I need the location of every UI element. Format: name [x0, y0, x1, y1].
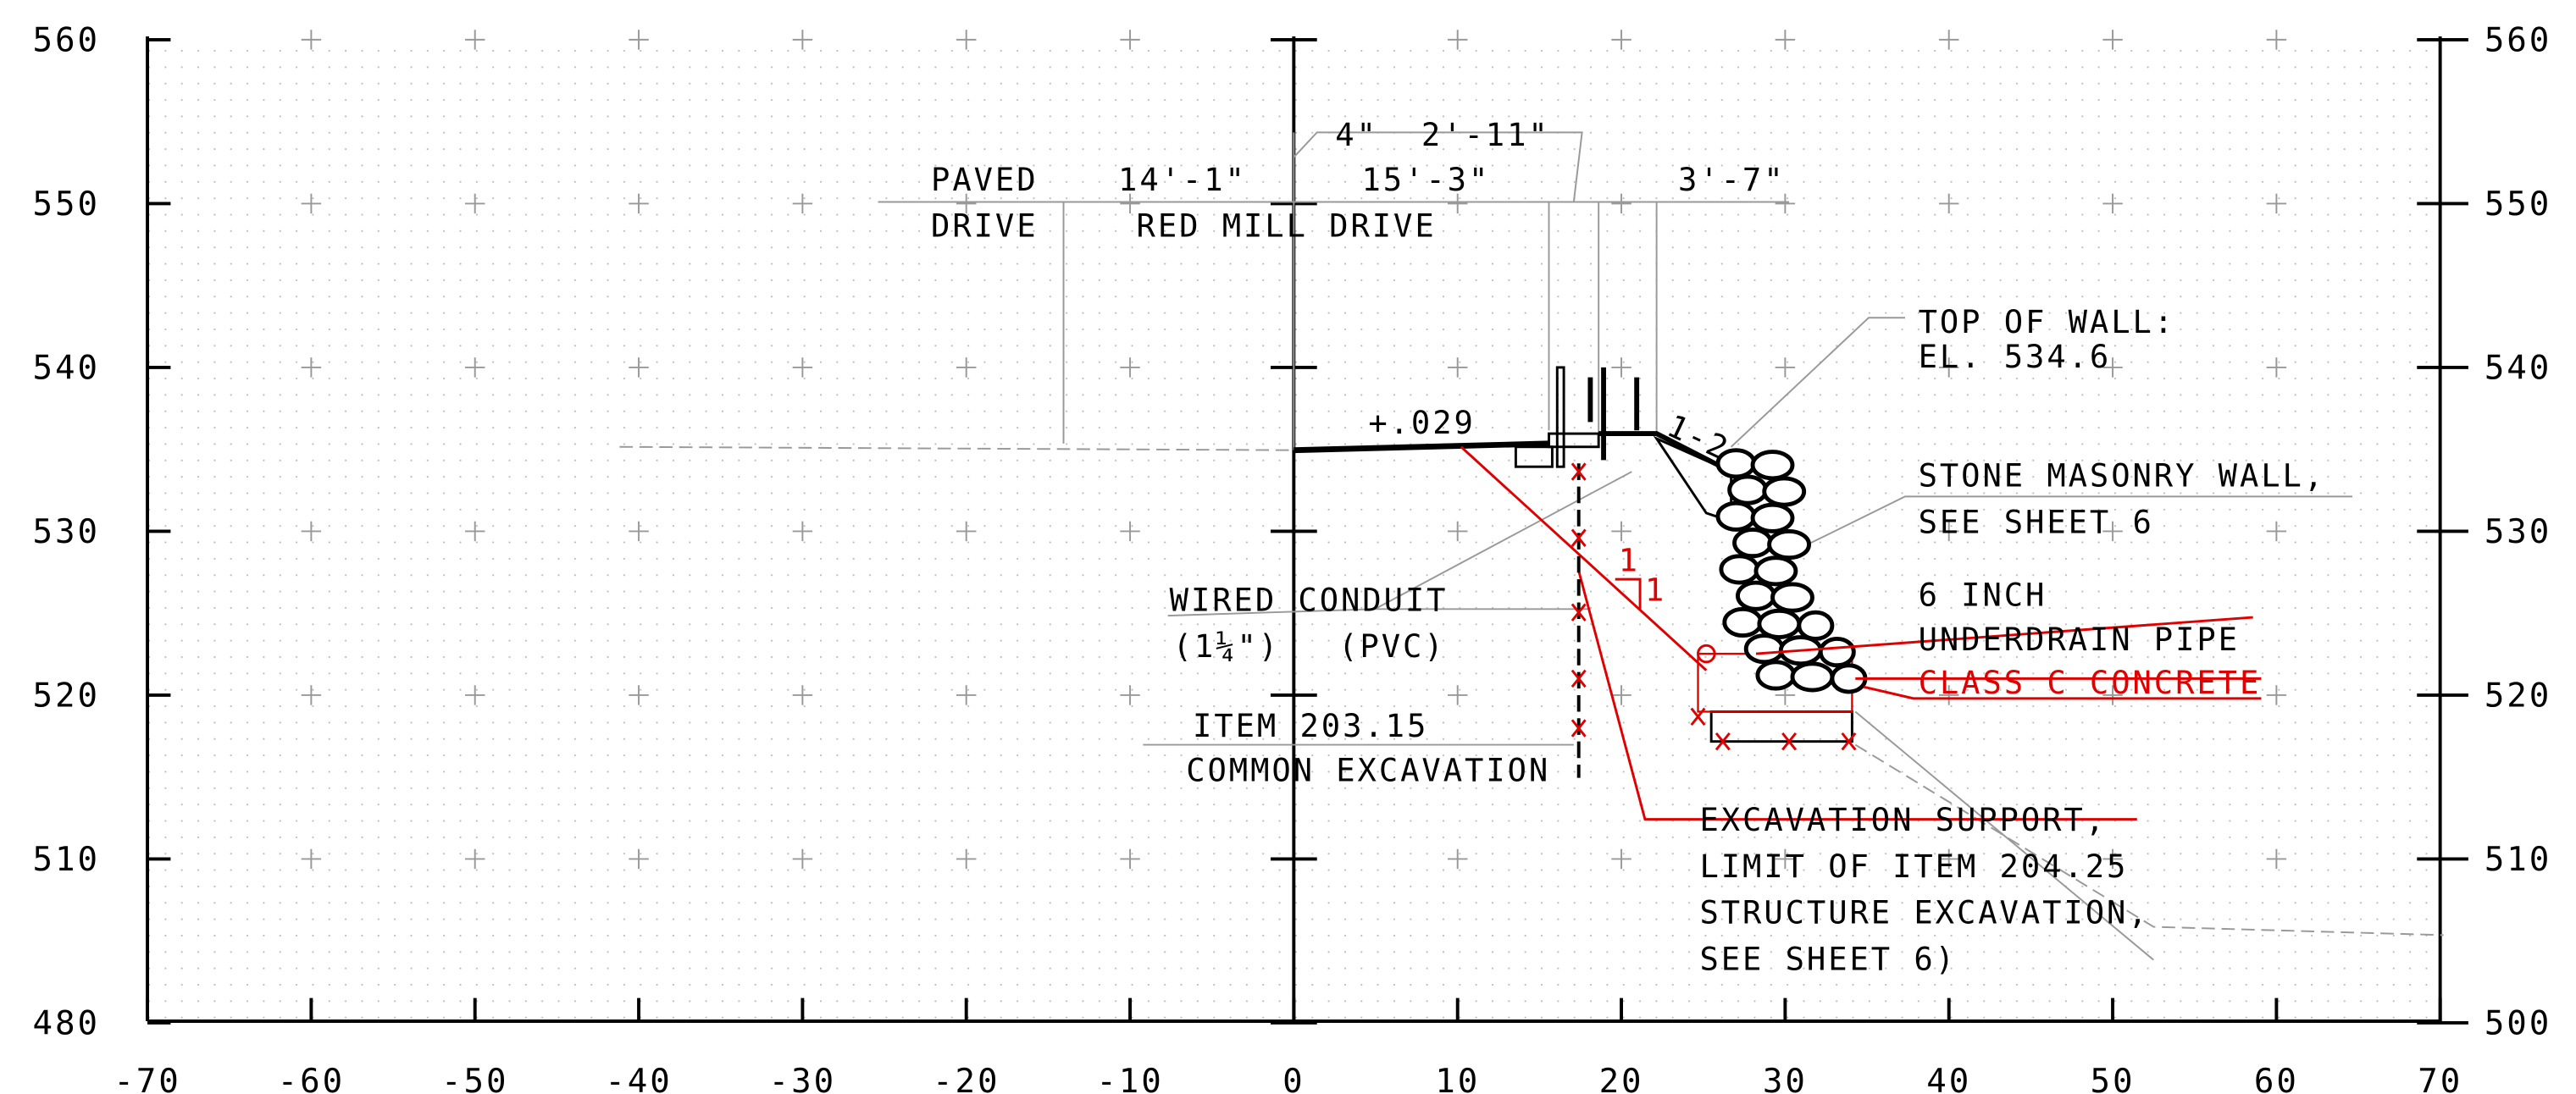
label: RED MILL DRIVE: [1137, 208, 1437, 245]
stone: [1755, 660, 1797, 691]
y-tick-label: 530: [2485, 513, 2551, 551]
label: (PVC): [1338, 628, 1445, 665]
stone-wall: [1715, 448, 1868, 694]
y-tick-label: 500: [2485, 1005, 2551, 1043]
x-mark: [1571, 669, 1587, 688]
stone: [1818, 637, 1856, 668]
y-tick-label: 550: [33, 185, 100, 224]
stone: [1770, 582, 1814, 613]
x-tick-label: -40: [605, 1063, 672, 1094]
x-tick-label: 30: [1763, 1063, 1808, 1094]
label: +.029: [1368, 405, 1475, 441]
stone: [1715, 500, 1757, 532]
label: ITEM 203.15: [1193, 708, 1428, 744]
x-tick-label: 70: [2418, 1063, 2462, 1094]
label: SEE SHEET 6): [1699, 941, 1956, 977]
y-tick-label: 560: [2485, 22, 2551, 60]
stone: [1750, 502, 1795, 533]
x-mark: [1571, 528, 1587, 547]
stone: [1722, 606, 1764, 638]
x-tick-label: -10: [1096, 1063, 1163, 1094]
y-tick-label: 540: [2485, 350, 2551, 388]
label: EXCAVATION SUPPORT,: [1699, 802, 2107, 838]
stone: [1790, 661, 1835, 693]
y-tick-label: 480: [33, 1005, 100, 1043]
x-tick-label: 0: [1282, 1063, 1305, 1094]
x-mark: [1571, 719, 1587, 738]
stone: [1753, 555, 1798, 587]
stone: [1727, 474, 1769, 506]
dimension-lines: [619, 131, 2444, 961]
label: 6 INCH: [1919, 577, 2047, 613]
stone: [1757, 608, 1802, 639]
label: 14'-1": [1118, 162, 1247, 198]
x-mark: [1571, 603, 1587, 622]
label: 2'-11": [1421, 117, 1550, 153]
annotations: PAVED DRIVE 14'-1" RED MILL DRIVE 4" 2'-…: [931, 117, 2326, 977]
excavation-lines: [1460, 445, 2262, 820]
stone: [1736, 580, 1776, 611]
stone: [1750, 450, 1795, 481]
label: STONE MASONRY WALL,: [1919, 458, 2326, 495]
x-mark: [1690, 707, 1706, 727]
label: DRIVE: [931, 208, 1038, 245]
label: EL. 534.6: [1919, 339, 2112, 375]
grid-crosses: [301, 30, 2287, 870]
x-tick-label: 40: [1926, 1063, 1971, 1094]
x-tick-label: 20: [1599, 1063, 1644, 1094]
label: 4": [1335, 117, 1378, 153]
x-tick-label: -30: [769, 1063, 836, 1094]
label: COMMON EXCAVATION: [1186, 753, 1550, 789]
label: SEE SHEET 6: [1919, 504, 2154, 540]
x-mark: [1715, 732, 1731, 751]
y-tick-label: 560: [33, 22, 100, 60]
y-tick-label: 540: [33, 350, 100, 388]
y-tick-label: 510: [2485, 841, 2551, 879]
label: TOP OF WALL:: [1919, 304, 2175, 340]
x-tick-label: 50: [2091, 1063, 2136, 1094]
ticks: [146, 37, 2468, 1025]
y-tick-label: 510: [33, 841, 100, 879]
x-marks: [1571, 462, 1857, 751]
x-mark: [1781, 732, 1798, 751]
label: STRUCTURE EXCAVATION,: [1699, 895, 2149, 931]
x-tick-label: -50: [441, 1063, 508, 1094]
x-tick-label: 10: [1435, 1063, 1480, 1094]
stone: [1743, 633, 1785, 665]
stone: [1797, 610, 1835, 641]
x-tick-label: -70: [114, 1063, 180, 1094]
y-tick-label: 530: [33, 513, 100, 551]
y-tick-label: 550: [2485, 185, 2551, 224]
x-tick-label: 60: [2254, 1063, 2299, 1094]
stone: [1767, 528, 1811, 561]
y-tick-label: 520: [33, 677, 100, 716]
stone: [1732, 528, 1774, 559]
label: UNDERDRAIN PIPE: [1919, 622, 2240, 658]
y-tick-label: 520: [2485, 677, 2551, 716]
label: LIMIT OF ITEM 204.25: [1699, 848, 2128, 885]
label: 3'-7": [1678, 162, 1785, 198]
label: 15'-3": [1362, 162, 1491, 198]
x-mark: [1571, 462, 1587, 481]
stone: [1719, 554, 1760, 585]
label: (1¼"): [1173, 628, 1280, 665]
label: 1: [1619, 542, 1640, 578]
stone: [1762, 476, 1807, 507]
label: CLASS C CONCRETE: [1919, 665, 2262, 701]
label: 1: [1645, 572, 1666, 609]
label: WIRED CONDUIT: [1170, 582, 1449, 618]
label: PAVED: [931, 162, 1038, 198]
x-tick-label: -20: [933, 1063, 1000, 1094]
x-tick-label: -60: [278, 1063, 345, 1094]
x-mark: [1841, 732, 1857, 751]
